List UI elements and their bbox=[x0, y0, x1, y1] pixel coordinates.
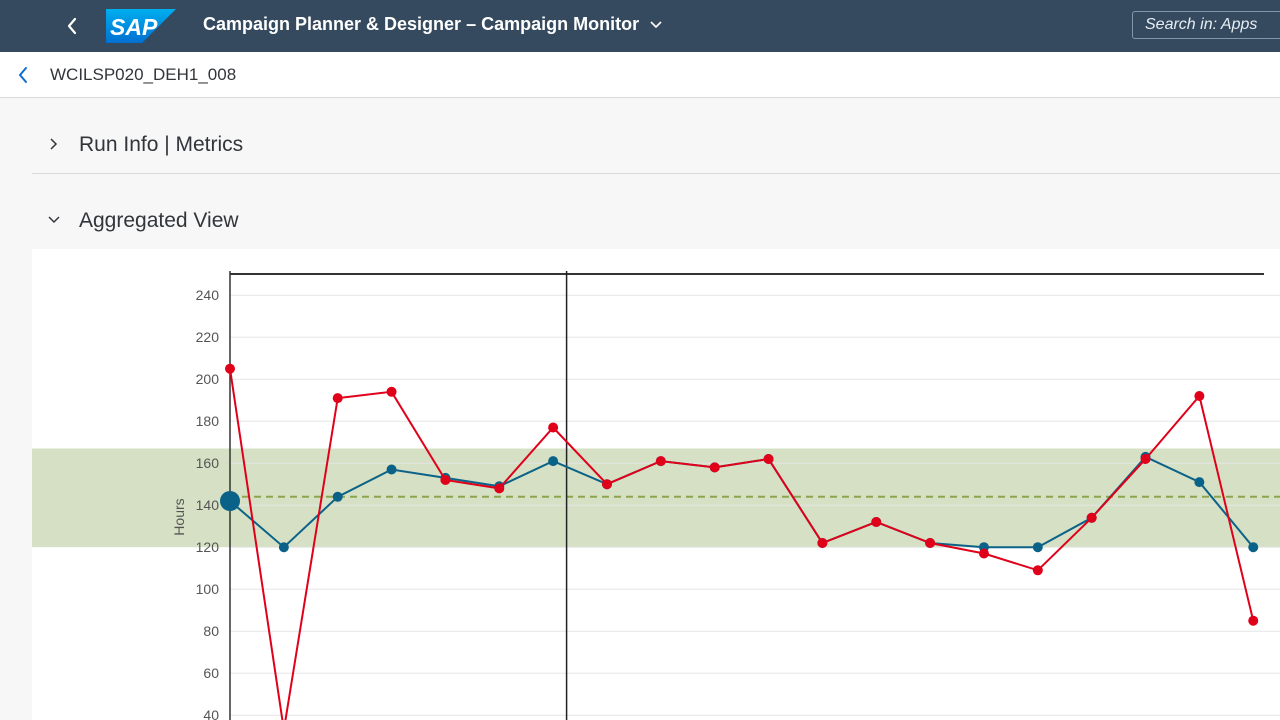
chevron-down-icon bbox=[48, 216, 60, 224]
panel-title: Aggregated View bbox=[79, 209, 239, 232]
y-tick-label: 100 bbox=[196, 581, 220, 597]
sap-logo[interactable]: SAP bbox=[106, 9, 176, 43]
series-group bbox=[220, 363, 1259, 720]
chevron-right-icon bbox=[50, 138, 58, 150]
series-line-actual bbox=[229, 368, 1255, 720]
back-button[interactable] bbox=[58, 11, 86, 41]
shell-bar: SAP Campaign Planner & Designer – Campai… bbox=[0, 0, 1280, 52]
y-tick-label: 120 bbox=[196, 539, 220, 555]
sap-logo-text: SAP bbox=[110, 14, 158, 40]
data-point-actual[interactable] bbox=[332, 393, 343, 404]
section-divider bbox=[32, 173, 1280, 174]
app-title: Campaign Planner & Designer – Campaign M… bbox=[203, 14, 640, 34]
chevron-down-icon bbox=[650, 20, 662, 28]
y-tick-label: 220 bbox=[196, 329, 220, 345]
data-point-trend[interactable] bbox=[1194, 477, 1205, 488]
data-point-actual[interactable] bbox=[978, 548, 989, 559]
search-input[interactable] bbox=[1132, 11, 1280, 39]
data-point-actual[interactable] bbox=[709, 462, 720, 473]
app-title-menu[interactable]: Campaign Planner & Designer – Campaign M… bbox=[203, 14, 663, 35]
data-point-actual[interactable] bbox=[763, 454, 774, 464]
aggregated-line-chart[interactable]: 40 60 80 100 120 140 160 180 200 220 240 Hours bbox=[32, 249, 1280, 720]
y-axis-ticks: 40 60 80 100 120 140 160 180 200 220 240 bbox=[196, 287, 220, 720]
data-point-actual[interactable] bbox=[871, 517, 882, 527]
chevron-left-icon bbox=[67, 17, 77, 35]
data-point-actual[interactable] bbox=[1032, 565, 1043, 576]
data-point-trend[interactable] bbox=[278, 542, 289, 553]
data-point-trend[interactable] bbox=[1032, 542, 1043, 553]
panel-title: Run Info | Metrics bbox=[79, 133, 244, 156]
gridlines bbox=[230, 294, 1280, 716]
y-tick-label: 160 bbox=[196, 455, 220, 471]
data-point-actual[interactable] bbox=[601, 479, 612, 490]
data-point-trend[interactable] bbox=[548, 456, 559, 467]
data-point-trend[interactable] bbox=[386, 464, 397, 475]
data-point-actual[interactable] bbox=[1194, 391, 1205, 401]
data-point-actual[interactable] bbox=[386, 386, 397, 397]
y-tick-label: 200 bbox=[196, 371, 220, 387]
data-point-trend[interactable] bbox=[1248, 542, 1259, 553]
data-point-actual[interactable] bbox=[1248, 615, 1259, 626]
data-point-trend[interactable] bbox=[220, 491, 240, 511]
data-point-actual[interactable] bbox=[548, 422, 559, 433]
y-tick-label: 140 bbox=[196, 497, 220, 513]
panel-aggregated-view[interactable]: Aggregated View bbox=[32, 201, 1280, 241]
control-band bbox=[32, 448, 1280, 548]
data-point-actual[interactable] bbox=[817, 538, 828, 548]
object-header: WCILSP020_DEH1_008 bbox=[0, 52, 1280, 98]
y-tick-label: 240 bbox=[196, 287, 220, 303]
y-tick-label: 40 bbox=[203, 707, 219, 720]
data-point-actual[interactable] bbox=[925, 538, 936, 548]
data-point-actual[interactable] bbox=[1086, 512, 1097, 523]
y-axis-title: Hours bbox=[171, 498, 187, 535]
data-point-trend[interactable] bbox=[332, 491, 343, 502]
y-tick-label: 180 bbox=[196, 413, 220, 429]
data-point-actual[interactable] bbox=[655, 456, 666, 467]
object-title: WCILSP020_DEH1_008 bbox=[50, 65, 237, 84]
data-point-actual[interactable] bbox=[494, 483, 505, 494]
panel-run-info-metrics[interactable]: Run Info | Metrics bbox=[32, 125, 1280, 165]
y-tick-label: 80 bbox=[203, 623, 219, 639]
object-back-button[interactable] bbox=[12, 62, 34, 88]
y-tick-label: 60 bbox=[203, 665, 219, 681]
data-point-actual[interactable] bbox=[1140, 454, 1151, 464]
data-point-actual[interactable] bbox=[440, 475, 451, 485]
data-point-actual[interactable] bbox=[225, 363, 235, 374]
chevron-left-icon bbox=[19, 67, 27, 83]
aggregated-chart-card: 40 60 80 100 120 140 160 180 200 220 240 Hours bbox=[32, 249, 1280, 720]
